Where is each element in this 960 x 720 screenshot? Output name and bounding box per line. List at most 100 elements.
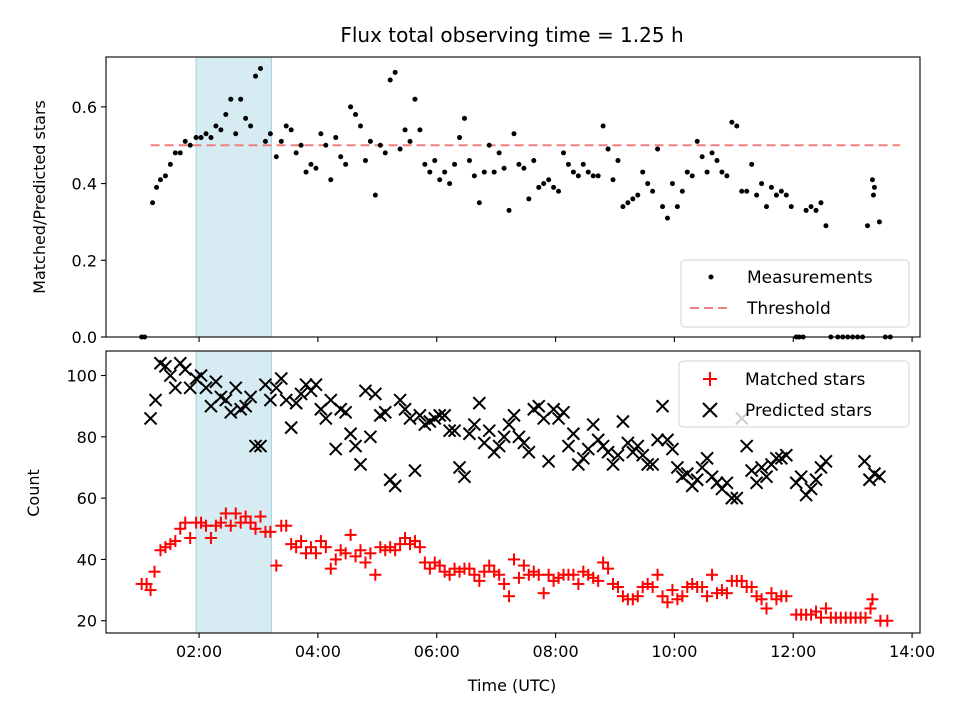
matched-star-point bbox=[651, 568, 664, 581]
measurement-point bbox=[511, 131, 517, 137]
measurement-point bbox=[674, 204, 680, 210]
predicted-star-point bbox=[809, 473, 823, 487]
matched-star-point bbox=[611, 581, 624, 594]
predicted-star-point bbox=[253, 439, 268, 453]
predicted-star-point bbox=[586, 417, 600, 432]
predicted-star-point bbox=[378, 405, 392, 420]
predicted-star-point bbox=[199, 381, 213, 395]
legend-marker-predicted bbox=[702, 402, 718, 418]
predicted-star-points bbox=[143, 356, 887, 505]
matched-star-point bbox=[349, 550, 362, 563]
measurement-point bbox=[635, 192, 641, 198]
measurement-point bbox=[407, 138, 413, 144]
matched-star-point bbox=[214, 516, 227, 529]
x-tick-label: 12:00 bbox=[770, 642, 816, 661]
measurement-point bbox=[283, 123, 289, 129]
matched-star-point bbox=[706, 568, 719, 581]
x-axis-label: Time (UTC) bbox=[467, 676, 556, 695]
matched-star-point bbox=[174, 522, 187, 535]
predicted-star-point bbox=[819, 454, 833, 469]
measurement-point bbox=[595, 173, 601, 179]
matched-star-point bbox=[493, 568, 506, 581]
predicted-star-point bbox=[403, 411, 417, 426]
chart-title: Flux total observing time = 1.25 h bbox=[340, 23, 683, 47]
measurement-point bbox=[397, 146, 403, 152]
measurement-point bbox=[754, 192, 760, 198]
matched-star-point bbox=[567, 568, 580, 581]
measurement-point bbox=[372, 192, 378, 198]
predicted-star-point bbox=[248, 439, 263, 453]
predicted-star-point bbox=[274, 371, 288, 386]
predicted-star-point bbox=[492, 439, 506, 453]
matched-star-point bbox=[517, 559, 530, 572]
count-y-tick-label: 60 bbox=[77, 489, 97, 508]
measurement-point bbox=[610, 177, 616, 183]
matched-star-point bbox=[656, 590, 669, 603]
measurement-point bbox=[764, 204, 770, 210]
measurement-point bbox=[461, 115, 467, 121]
predicted-star-point bbox=[566, 427, 581, 441]
predicted-star-point bbox=[363, 430, 378, 444]
matched-star-point bbox=[696, 581, 709, 594]
measurement-point bbox=[238, 96, 244, 102]
measurement-point bbox=[689, 173, 695, 179]
legend-label-predicted: Predicted stars bbox=[745, 401, 872, 421]
measurement-point bbox=[561, 150, 567, 156]
measurement-point bbox=[870, 192, 876, 198]
measurement-point bbox=[536, 184, 542, 190]
matched-star-point bbox=[184, 531, 197, 544]
matched-star-point bbox=[819, 602, 832, 615]
matched-star-point bbox=[755, 593, 768, 606]
measurement-point bbox=[338, 154, 344, 160]
predicted-star-point bbox=[804, 482, 818, 496]
measurement-point bbox=[664, 215, 670, 221]
measurement-point bbox=[684, 169, 690, 175]
measurement-point bbox=[422, 161, 428, 167]
matched-star-point bbox=[597, 556, 610, 569]
count-legend: Matched stars Predicted stars bbox=[678, 360, 910, 428]
predicted-star-point bbox=[522, 445, 536, 459]
predicted-star-point bbox=[655, 399, 670, 413]
legend-marker-matched bbox=[703, 372, 717, 386]
matched-star-point bbox=[498, 577, 511, 590]
predicted-star-point bbox=[650, 433, 665, 447]
measurement-point bbox=[600, 123, 606, 129]
matched-star-point bbox=[443, 568, 456, 581]
measurement-point bbox=[501, 165, 507, 171]
measurement-point bbox=[565, 161, 571, 167]
measurement-point bbox=[328, 177, 334, 183]
measurement-point bbox=[630, 196, 636, 202]
measurement-points bbox=[139, 66, 893, 340]
count-y-tick-label: 20 bbox=[77, 612, 97, 631]
matched-star-point bbox=[239, 510, 252, 523]
predicted-star-point bbox=[631, 439, 645, 453]
matched-star-point bbox=[512, 571, 525, 584]
matched-star-point bbox=[295, 535, 308, 548]
measurement-point bbox=[640, 169, 646, 175]
measurement-point bbox=[679, 188, 685, 194]
matched-star-point bbox=[745, 581, 758, 594]
predicted-star-point bbox=[442, 423, 457, 438]
x-tick-label: 08:00 bbox=[533, 642, 579, 661]
ratio-y-tick-label: 0.2 bbox=[72, 251, 97, 270]
predicted-star-point bbox=[794, 469, 808, 484]
predicted-star-point bbox=[532, 399, 546, 413]
matched-star-point bbox=[631, 590, 644, 603]
matched-star-point bbox=[483, 559, 496, 572]
measurement-point bbox=[496, 150, 502, 156]
matched-star-point bbox=[507, 553, 520, 566]
measurement-point bbox=[531, 158, 537, 164]
predicted-star-point bbox=[690, 473, 704, 487]
predicted-star-point bbox=[353, 457, 368, 472]
predicted-star-point bbox=[194, 368, 208, 383]
measurement-point bbox=[739, 188, 745, 194]
matched-star-point bbox=[304, 541, 317, 554]
predicted-star-point bbox=[163, 368, 178, 383]
matched-star-point bbox=[760, 602, 773, 615]
measurement-point bbox=[575, 173, 581, 179]
matched-star-point bbox=[399, 531, 412, 544]
measurement-point bbox=[590, 173, 596, 179]
measurement-point bbox=[650, 188, 656, 194]
predicted-star-point bbox=[616, 414, 630, 429]
